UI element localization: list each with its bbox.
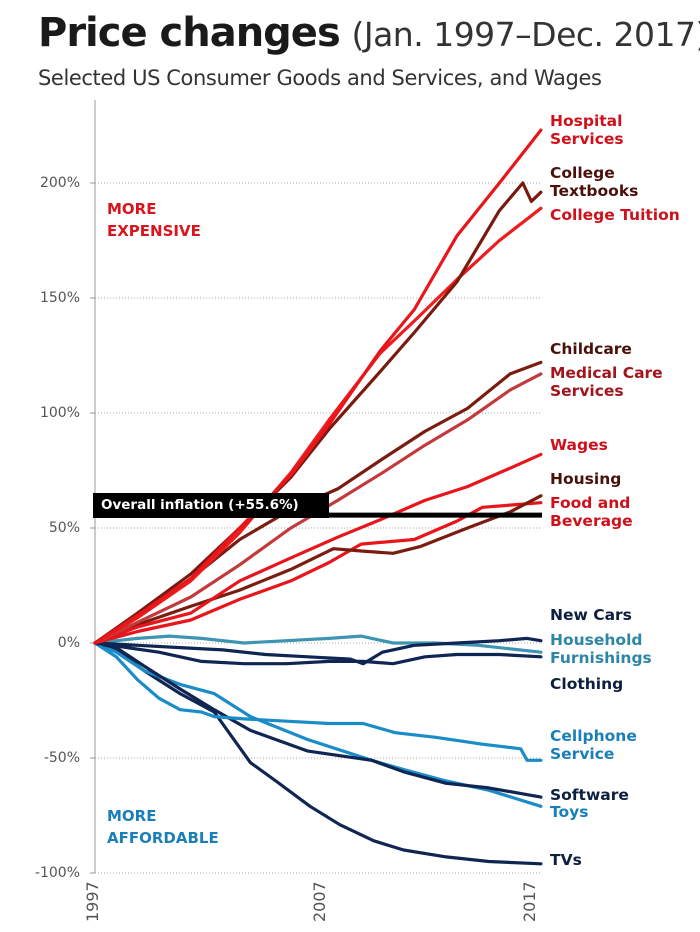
series-label-toys: Toys xyxy=(550,803,589,821)
series-line-medical-care-services xyxy=(93,372,543,645)
y-tick-label: 150% xyxy=(39,290,80,306)
series-label-household-furnishings: Household Furnishings xyxy=(550,631,652,667)
series-label-cellphone-service: Cellphone Service xyxy=(550,727,637,763)
chart-subtitle: Selected US Consumer Goods and Services,… xyxy=(38,66,602,90)
series-line-household-furnishings xyxy=(93,634,543,654)
series-label-hospital-services: Hospital Services xyxy=(550,112,624,148)
series-line-college-tuition xyxy=(93,206,543,645)
series-label-college-textbooks: College Textbooks xyxy=(550,164,639,200)
y-tick-label: 0% xyxy=(57,635,80,651)
series-label-new-cars: New Cars xyxy=(550,606,632,624)
x-tick-label: 2017 xyxy=(520,881,539,922)
x-tick-label: 1997 xyxy=(83,881,102,922)
series-line-college-textbooks xyxy=(93,181,543,645)
y-tick-label: -100% xyxy=(34,865,80,881)
y-tick-label: 100% xyxy=(39,405,80,421)
series-label-medical-care-services: Medical Care Services xyxy=(550,364,663,400)
series-label-housing: Housing xyxy=(550,470,622,488)
series-line-wages xyxy=(93,452,543,645)
y-tick-label: -50% xyxy=(43,750,80,766)
x-tick-label: 2007 xyxy=(310,881,329,922)
series-line-toys xyxy=(93,641,543,808)
series-line-clothing xyxy=(93,641,543,666)
series-line-new-cars xyxy=(93,636,543,666)
chart-title: Price changes (Jan. 1997–Dec. 2017) xyxy=(38,10,700,56)
series-label-software: Software xyxy=(550,786,629,804)
title-date-range: (Jan. 1997–Dec. 2017) xyxy=(351,15,700,54)
series-line-hospital-services xyxy=(93,128,543,645)
overall-inflation-label: Overall inflation (+55.6%) xyxy=(93,493,329,519)
y-tick-label: 200% xyxy=(39,175,80,191)
series-line-housing xyxy=(93,494,543,645)
series-label-college-tuition: College Tuition xyxy=(550,206,680,224)
series-label-wages: Wages xyxy=(550,436,608,454)
series-label-tvs: TVs xyxy=(550,851,582,869)
series-line-software xyxy=(93,641,543,799)
series-label-clothing: Clothing xyxy=(550,675,624,693)
series-line-cellphone-service xyxy=(93,641,543,762)
series-label-childcare: Childcare xyxy=(550,340,632,358)
more-expensive-annotation: MORE EXPENSIVE xyxy=(107,200,201,240)
y-tick-label: 50% xyxy=(48,520,80,536)
title-bold: Price changes xyxy=(38,10,341,56)
series-label-food-and-beverage: Food and Beverage xyxy=(550,494,633,530)
more-affordable-annotation: MORE AFFORDABLE xyxy=(107,807,219,847)
